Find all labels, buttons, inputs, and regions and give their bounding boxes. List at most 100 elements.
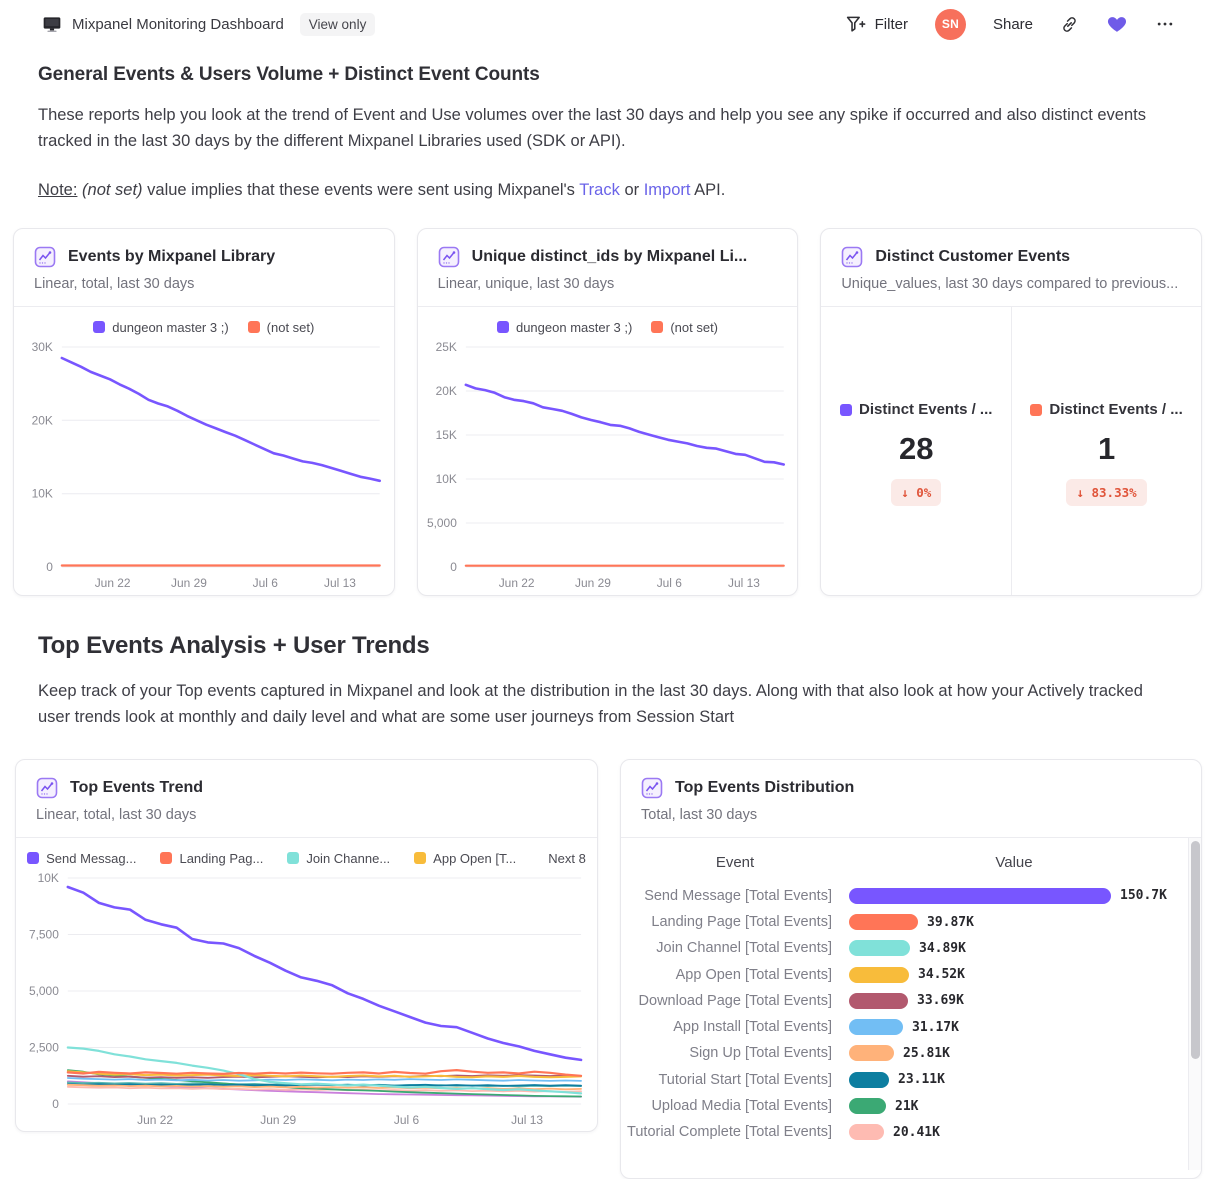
legend-label: Landing Pag... [179,850,264,866]
legend-item[interactable]: Landing Pag... [160,851,263,866]
legend-item[interactable]: (not set) [247,320,314,335]
value-label: 34.89K [919,940,966,956]
svg-text:Jun 22: Jun 22 [137,1113,173,1127]
monitor-icon [42,14,62,34]
import-link[interactable]: Import [643,180,691,199]
value-bar[interactable] [849,992,908,1009]
scrollbar-track[interactable] [1188,837,1201,1170]
metric-distinct-events-current: Distinct Events / ... 28 ↓ 0% [821,307,1011,595]
column-header-event: Event [715,853,755,871]
legend-item[interactable]: dungeon master 3 ;) [93,319,229,335]
value-bar[interactable] [849,887,1111,904]
chart-card-icon [36,777,58,799]
table-row[interactable]: Tutorial Complete [Total Events] 20.41K [621,1119,1187,1145]
table-row[interactable]: Tutorial Start [Total Events] 23.11K [621,1067,1187,1093]
event-label: Landing Page [Total Events] [651,914,832,930]
legend-item[interactable]: App Open [T... [414,851,516,866]
section1-heading: General Events & Users Volume + Distinct… [38,64,540,85]
legend-label: Send Messag... [46,850,137,866]
value-bar[interactable] [849,1098,886,1115]
legend-label: Next 8 [548,850,586,866]
chart-legend: dungeon master 3 ;) (not set) [14,307,394,337]
legend-swatch [160,852,173,865]
row1-cards: Events by Mixpanel Library Linear, total… [0,227,1215,596]
table-row[interactable]: Landing Page [Total Events] 39.87K [621,909,1187,935]
table-row[interactable]: Sign Up [Total Events] 25.81K [621,1040,1187,1066]
value-bar[interactable] [849,1019,903,1036]
legend-swatch [496,321,509,334]
card-subtitle: Linear, unique, last 30 days [437,275,615,292]
section2-heading: Top Events Analysis + User Trends [38,631,430,659]
legend-label: App Open [T... [433,850,517,866]
table-row[interactable]: Download Page [Total Events] 33.69K [621,988,1187,1014]
svg-text:10K: 10K [38,871,59,885]
legend-item[interactable]: (not set) [651,320,718,335]
table-row[interactable]: Send Message [Total Events] 150.7K [621,883,1187,909]
table-row[interactable]: Join Channel [Total Events] 34.89K [621,935,1187,961]
value-bar[interactable] [849,1045,894,1062]
svg-text:30K: 30K [32,340,53,354]
svg-text:0: 0 [450,560,457,574]
metric-value: 1 [1097,431,1116,467]
top-events-trend-chart[interactable]: 0 2,500 5,000 7,500 10K Jun 22 Jun 29 Jul 6 Jul … [16,870,597,1128]
table-row[interactable]: App Install [Total Events] 31.17K [621,1014,1187,1040]
column-header-value: Value [995,853,1033,871]
value-bar[interactable] [849,914,918,930]
event-label: App Open [Total Events] [675,966,832,983]
legend-item[interactable]: Send Messag... [27,851,136,866]
chart-legend: Send Messag... Landing Pag... Join Channe.… [16,838,597,868]
track-link[interactable]: Track [579,180,620,199]
metric-change-badge: ↓ 83.33% [1066,479,1147,507]
card-subtitle: Linear, total, last 30 days [34,275,195,292]
legend-item[interactable]: Join Channe... [287,851,390,866]
metric-distinct-events-previous: Distinct Events / ... 1 ↓ 83.33% [1011,306,1201,595]
legend-swatch [247,321,260,334]
legend-item[interactable]: dungeon master 3 ;) [496,320,632,335]
value-bar[interactable] [849,940,910,957]
value-bar[interactable] [849,1071,889,1088]
scrollbar-thumb[interactable] [1191,840,1200,1059]
legend-item[interactable]: Next 8 [548,851,586,866]
event-label: Sign Up [Total Events] [689,1045,832,1062]
metric-label: Distinct Events / ... [1049,401,1183,419]
value-label: 21K [895,1098,919,1114]
filter-button[interactable]: Filter [845,14,908,35]
more-options-icon[interactable] [1155,14,1175,34]
svg-text:20K: 20K [435,384,456,398]
legend-label: dungeon master 3 ;) [112,319,229,335]
card-top-events-distribution: Top Events Distribution Total, last 30 d… [620,758,1202,1179]
dashboard-title: Mixpanel Monitoring Dashboard [72,15,284,33]
unique-distinct-ids-chart[interactable]: 0 5,000 10K 15K 20K 25K Jun 22 Jun 29 Jul 6 Jul 1… [418,339,798,591]
card-subtitle: Linear, total, last 30 days [36,806,197,823]
avatar[interactable]: SN [934,8,966,40]
chart-card-icon [34,246,56,268]
table-row[interactable]: Upload Media [Total Events] 21K [621,1093,1187,1119]
value-label: 31.17K [912,1019,959,1035]
events-by-library-chart[interactable]: 0 10K 20K 30K Jun 22 Jun 29 Jul 6 Jul 13 [14,339,394,591]
svg-text:Jul 13: Jul 13 [324,576,356,590]
svg-text:Jul 6: Jul 6 [253,576,279,590]
distinct-events-metrics: Distinct Events / ... 28 ↓ 0% Distinct E… [821,306,1201,595]
table-row[interactable]: App Open [Total Events] 34.52K [621,961,1187,987]
share-button[interactable]: Share [992,15,1033,33]
event-label: Download Page [Total Events] [638,992,832,1009]
svg-text:7,500: 7,500 [29,927,59,941]
svg-text:0: 0 [46,560,53,574]
card-title: Unique distinct_ids by Mixpanel Li... [471,247,748,265]
favorite-heart-icon[interactable] [1106,13,1128,35]
card-title: Distinct Customer Events [875,247,1071,265]
card-title: Top Events Trend [70,778,204,796]
legend-swatch [414,852,427,865]
value-bar[interactable] [849,966,909,983]
copy-link-icon[interactable] [1060,15,1079,34]
event-label: Send Message [Total Events] [644,887,832,904]
svg-text:Jun 29: Jun 29 [575,576,611,590]
row2-cards: Top Events Trend Linear, total, last 30 … [0,758,1215,1179]
svg-text:0: 0 [52,1097,59,1111]
svg-text:Jul 13: Jul 13 [728,576,760,590]
distribution-table: Event Value Send Message [Total Events] 1… [621,837,1201,1170]
note-label: Note: [38,180,78,199]
value-bar[interactable] [849,1124,884,1141]
chart-card-icon [438,246,460,268]
legend-swatch [651,321,664,334]
